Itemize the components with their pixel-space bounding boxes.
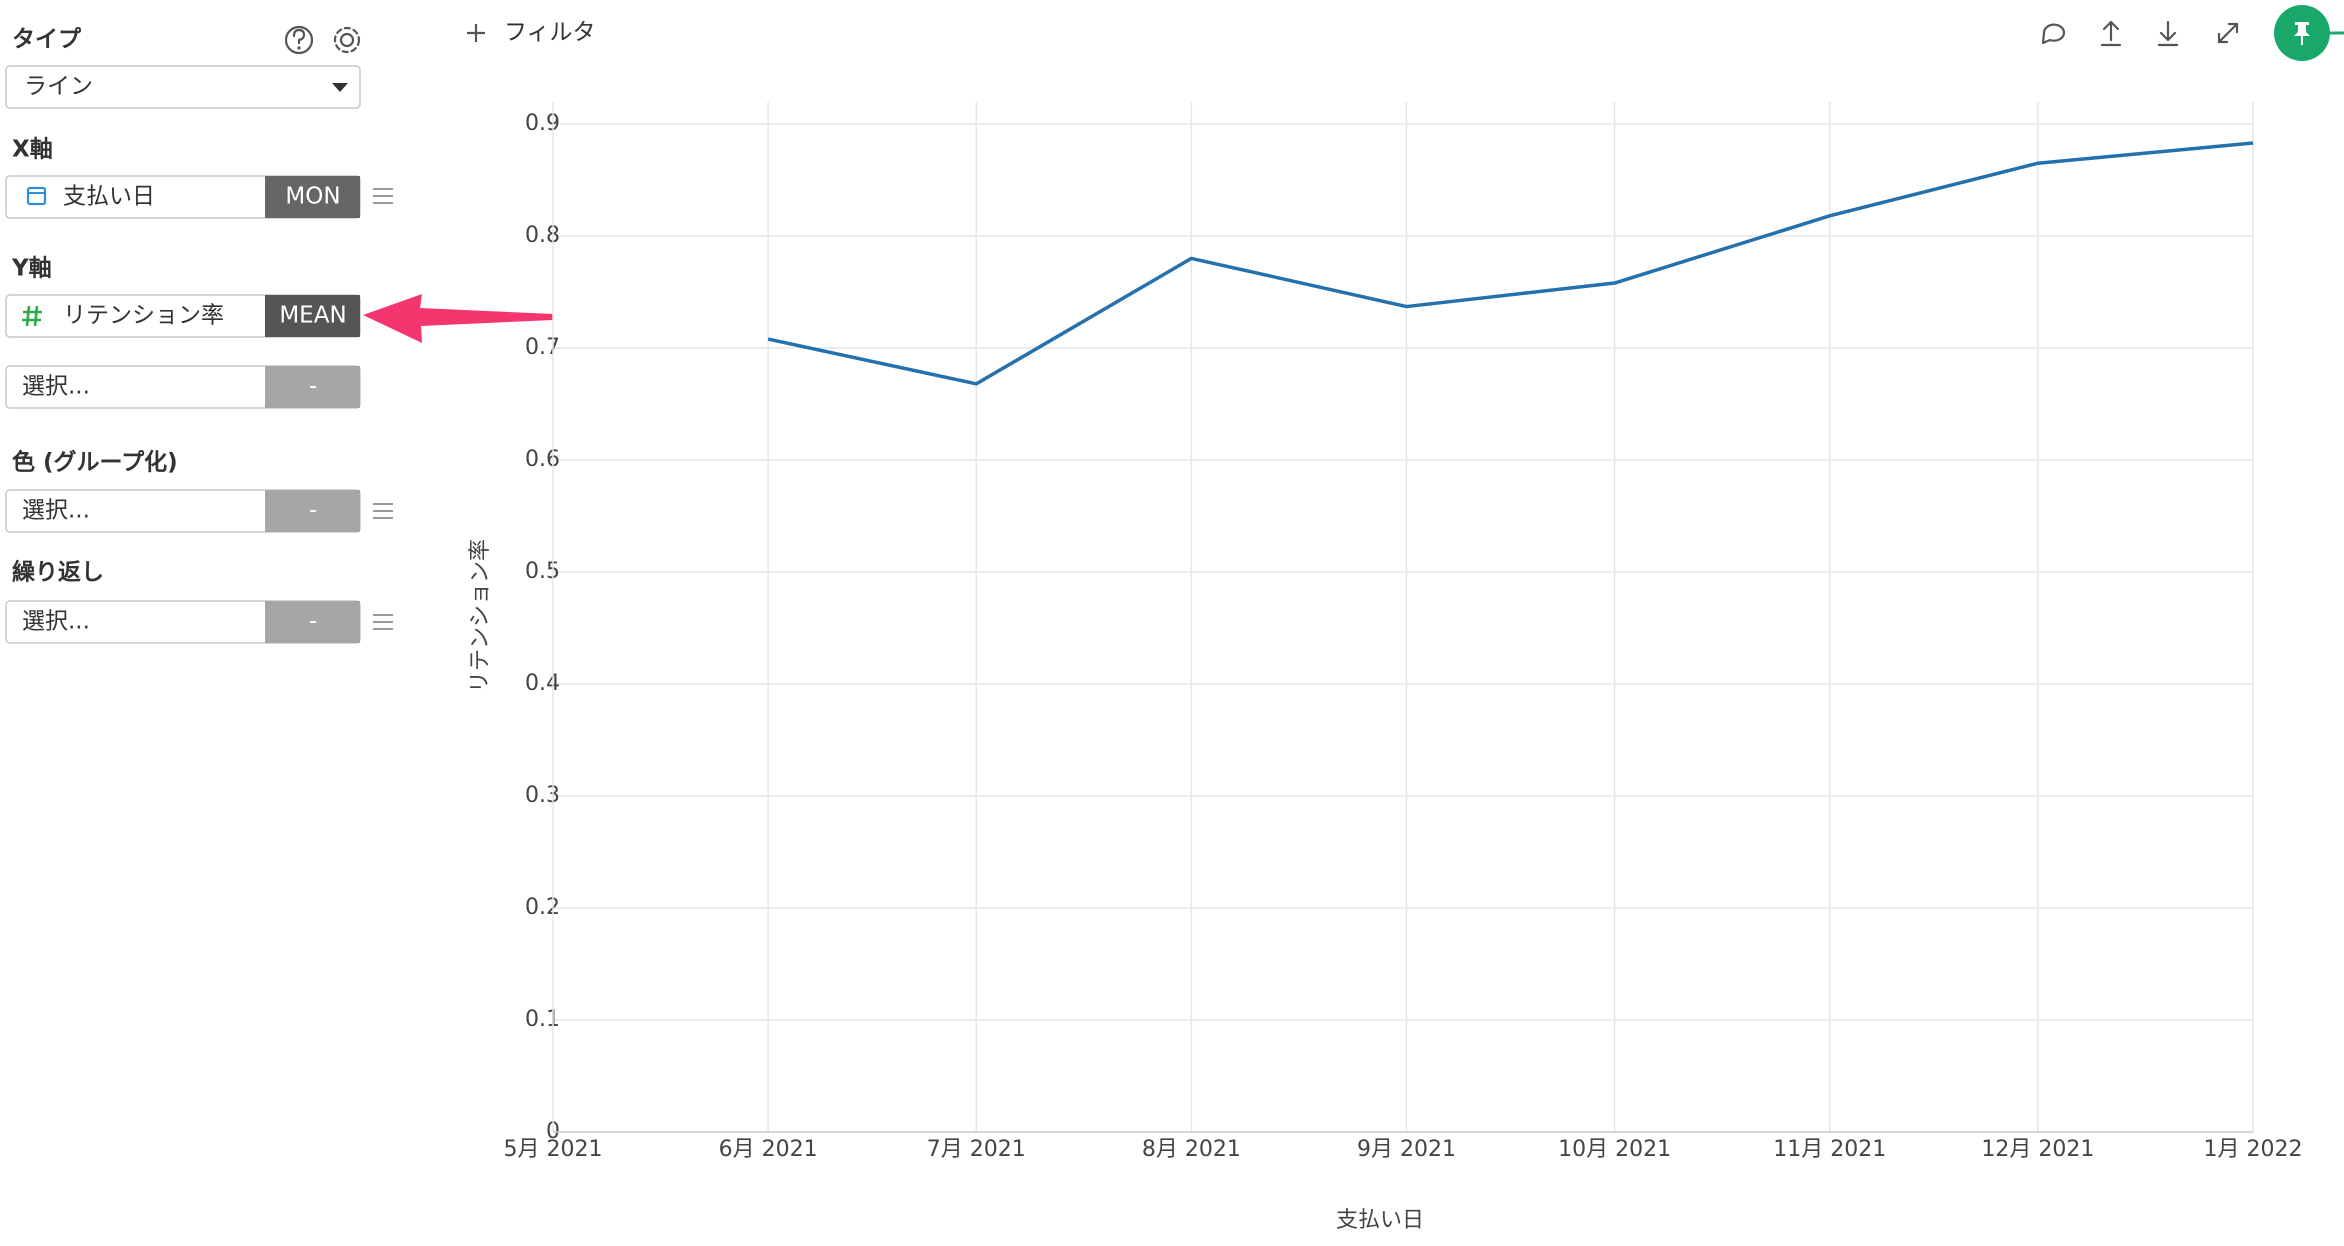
x-agg: MON xyxy=(285,184,340,210)
type-value: ライン xyxy=(24,74,93,100)
x-tick-label: 11月 2021 xyxy=(1773,1137,1886,1162)
menu-icon[interactable] xyxy=(373,503,393,519)
y2-field[interactable]: 選択... - xyxy=(5,365,361,409)
x-tick-label: 9月 2021 xyxy=(1357,1137,1456,1162)
color-agg: - xyxy=(309,498,317,524)
x-tick-label: 8月 2021 xyxy=(1142,1137,1241,1162)
x-field[interactable]: 支払い日 MON xyxy=(5,175,361,219)
y-field[interactable]: リテンション率 MEAN xyxy=(5,294,361,338)
upload-icon[interactable] xyxy=(2100,20,2122,47)
y-label: Y軸 xyxy=(11,256,52,282)
expand-icon[interactable] xyxy=(2217,22,2239,44)
y-tick-label: 0.1 xyxy=(525,1007,560,1032)
y-tick-label: 0.5 xyxy=(525,559,560,584)
y-tick-label: 0.6 xyxy=(525,447,560,472)
data-line xyxy=(767,141,2254,386)
y-tick-label: 0.9 xyxy=(525,111,560,136)
x-label: X軸 xyxy=(12,137,53,163)
menu-icon[interactable] xyxy=(373,614,393,630)
x-axis-title: 支払い日 xyxy=(1336,1208,1424,1233)
color-field-name: 選択... xyxy=(22,498,90,524)
y-tick-label: 0.7 xyxy=(525,335,560,360)
repeat-field[interactable]: 選択... - xyxy=(5,600,361,644)
type-select[interactable]: ライン xyxy=(5,65,361,109)
filter-label: フィルタ xyxy=(504,20,596,46)
x-tick-label: 10月 2021 xyxy=(1558,1137,1671,1162)
help-icon[interactable] xyxy=(284,25,314,55)
annotation-arrow xyxy=(363,294,553,343)
repeat-field-name: 選択... xyxy=(22,609,90,635)
y-tick-label: 0.8 xyxy=(525,223,560,248)
x-field-name: 支払い日 xyxy=(63,184,155,210)
menu-icon[interactable] xyxy=(373,188,393,204)
y-axis-title: リテンション率 xyxy=(468,539,493,693)
repeat-agg: - xyxy=(309,609,317,635)
type-label: タイプ xyxy=(12,27,82,53)
x-tick-label: 5月 2021 xyxy=(504,1137,603,1162)
y-tick-label: 0.4 xyxy=(525,671,560,696)
y2-agg: - xyxy=(309,374,317,400)
x-tick-label: 1月 2022 xyxy=(2204,1137,2303,1162)
y-tick-label: 0.2 xyxy=(525,895,560,920)
y-field-name: リテンション率 xyxy=(63,303,224,329)
repeat-label: 繰り返し xyxy=(12,559,104,586)
filter-button[interactable]: フィルタ xyxy=(467,20,596,46)
download-icon[interactable] xyxy=(2157,20,2179,47)
y-tick-label: 0.3 xyxy=(525,783,560,808)
calendar-icon xyxy=(26,186,47,206)
number-icon xyxy=(22,305,42,327)
comment-icon[interactable] xyxy=(2041,23,2066,45)
color-field[interactable]: 選択... - xyxy=(5,489,361,533)
x-tick-label: 12月 2021 xyxy=(1981,1137,2094,1162)
y2-field-name: 選択... xyxy=(22,374,90,400)
color-label: 色 (グループ化) xyxy=(12,449,178,476)
x-tick-label: 6月 2021 xyxy=(719,1137,818,1162)
x-tick-label: 7月 2021 xyxy=(927,1137,1026,1162)
y-agg: MEAN xyxy=(279,303,346,329)
pin-button[interactable] xyxy=(2274,5,2344,61)
settings-icon[interactable] xyxy=(333,26,361,54)
